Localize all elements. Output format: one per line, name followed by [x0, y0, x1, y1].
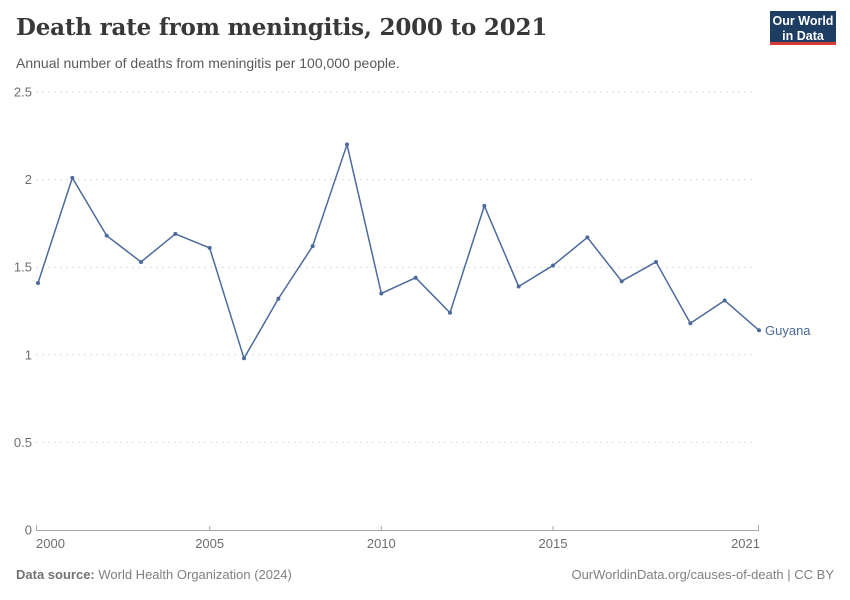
y-tick-label: 0.5 [14, 435, 32, 450]
data-point [310, 244, 315, 249]
x-tick-label: 2015 [539, 536, 568, 551]
owid-logo-line2: in Data [782, 29, 824, 43]
data-point [448, 310, 452, 315]
data-point [345, 142, 349, 147]
x-tick-label: 2000 [36, 536, 65, 551]
data-point [36, 280, 40, 285]
x-tick-label: 2021 [731, 536, 760, 551]
chart-title: Death rate from meningitis, 2000 to 2021 [16, 14, 548, 41]
data-point [654, 259, 658, 264]
data-point [276, 296, 281, 301]
y-tick-label: 2 [25, 172, 32, 187]
y-tick-label: 2.5 [14, 85, 32, 100]
series-label: Guyana [765, 323, 811, 338]
data-point [139, 259, 143, 264]
data-point [585, 235, 590, 240]
owid-logo-line1: Our World [772, 14, 834, 28]
data-point [757, 328, 761, 333]
y-tick-label: 1 [25, 347, 32, 362]
data-point [70, 175, 75, 180]
data-point [722, 298, 727, 303]
data-point [413, 275, 418, 280]
owid-logo: Our World in Data [770, 11, 836, 45]
data-point [173, 231, 178, 236]
series-line [37, 143, 760, 360]
data-source-label: Data source: [16, 567, 95, 582]
license-note: OurWorldinData.org/causes-of-death | CC … [571, 567, 834, 582]
data-source-note: Data source: World Health Organization (… [16, 567, 292, 582]
data-point [379, 291, 384, 296]
data-point [242, 356, 246, 361]
y-tick-label: 1.5 [14, 260, 32, 275]
data-point [207, 245, 212, 250]
data-source-value: World Health Organization (2024) [94, 567, 292, 582]
chart-footer: Data source: World Health Organization (… [16, 567, 834, 582]
data-point [551, 263, 555, 268]
x-tick-label: 2005 [195, 536, 224, 551]
data-point [619, 279, 624, 284]
data-point [104, 233, 109, 238]
chart-subtitle: Annual number of deaths from meningitis … [16, 55, 400, 71]
data-point [516, 284, 521, 289]
data-point [482, 203, 487, 208]
x-tick-label: 2010 [367, 536, 396, 551]
data-point [688, 321, 693, 326]
y-tick-label: 0 [25, 523, 32, 538]
